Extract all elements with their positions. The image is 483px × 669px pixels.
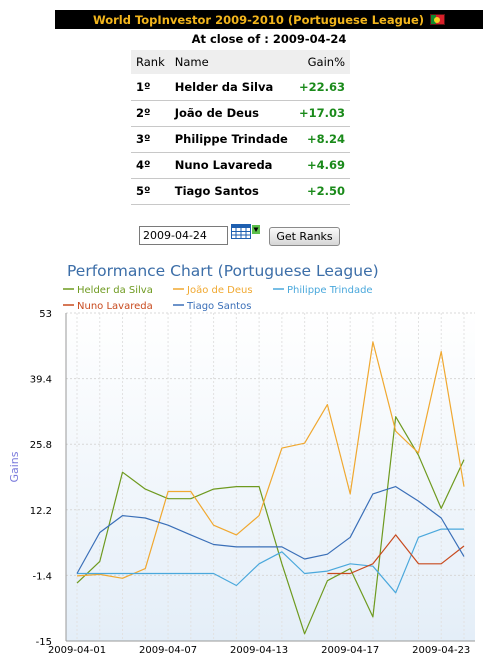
rank-cell: 3º	[131, 126, 170, 153]
get-ranks-button[interactable]: Get Ranks	[269, 227, 340, 246]
rank-cell: 5º	[131, 178, 170, 205]
name-cell: Helder da Silva	[169, 74, 294, 101]
league-header: World TopInvestor 2009-2010 (Portuguese …	[55, 10, 483, 29]
x-tick-label: 2009-04-23	[412, 645, 470, 656]
y-tick-label: -15	[36, 637, 52, 648]
x-tick-label: 2009-04-17	[321, 645, 379, 656]
x-tick-label: 2009-04-13	[230, 645, 288, 656]
name-cell: Philippe Trindade	[169, 126, 294, 153]
y-axis-label: Gains	[8, 451, 21, 482]
league-title: World TopInvestor 2009-2010 (Portuguese …	[92, 12, 425, 27]
plot-area	[66, 313, 475, 641]
close-date-line: At close of : 2009-04-24	[55, 32, 483, 50]
column-header-rank: Rank	[131, 50, 170, 74]
x-tick-label: 2009-04-01	[48, 645, 106, 656]
portugal-flag-icon	[430, 14, 446, 25]
date-input[interactable]	[139, 226, 228, 245]
series-line-jo-o-de-deus	[76, 341, 465, 579]
rank-cell: 4º	[131, 152, 170, 179]
gain-cell: +2.50	[293, 178, 350, 205]
table-row: 1º Helder da Silva +22.63	[131, 74, 350, 101]
performance-chart: Performance Chart (Portuguese League) Hel…	[8, 262, 475, 656]
series-line-philippe-trindade	[77, 528, 464, 594]
y-tick-label: 53	[39, 309, 52, 320]
rank-cell: 1º	[131, 74, 170, 101]
rank-cell: 2º	[131, 100, 170, 127]
gain-cell: +8.24	[293, 126, 350, 153]
name-cell: Nuno Lavareda	[169, 152, 294, 179]
x-tick-label: 2009-04-07	[139, 645, 197, 656]
legend-entry: Philippe Trindade	[287, 285, 373, 296]
y-tick-label: 39.4	[30, 375, 52, 386]
table-row: 4º Nuno Lavareda +4.69	[131, 152, 350, 179]
calendar-icon[interactable]	[231, 224, 261, 240]
chart-title: Performance Chart (Portuguese League)	[67, 262, 379, 280]
column-header-name: Name	[169, 50, 294, 74]
name-cell: Tiago Santos	[169, 178, 294, 205]
legend-entry: Tiago Santos	[186, 301, 251, 312]
legend-entry: João de Deus	[186, 285, 253, 296]
gain-cell: +22.63	[293, 74, 350, 101]
series-line-tiago-santos	[76, 486, 465, 574]
gain-cell: +17.03	[293, 100, 350, 127]
gain-cell: +4.69	[293, 152, 350, 179]
legend-entry: Helder da Silva	[77, 285, 153, 296]
series-line-helder-da-silva	[76, 416, 465, 635]
column-header-gain: Gain%	[293, 50, 350, 74]
close-date: 2009-04-24	[272, 32, 347, 46]
y-tick-label: 25.8	[30, 440, 52, 451]
name-cell: João de Deus	[169, 100, 294, 127]
series-line-nuno-lavareda	[327, 534, 465, 575]
y-tick-label: -1.4	[32, 571, 52, 582]
close-label: At close of :	[191, 32, 269, 46]
legend-entry: Nuno Lavareda	[77, 301, 153, 312]
table-row: 3º Philippe Trindade +8.24	[131, 126, 350, 153]
table-row: 5º Tiago Santos +2.50	[131, 178, 350, 205]
table-row: 2º João de Deus +17.03	[131, 100, 350, 127]
y-tick-label: 12.2	[30, 506, 52, 517]
ranking-table: Rank Name Gain% 1º Helder da Silva +22.6…	[131, 50, 350, 205]
ranking-header-row: Rank Name Gain%	[131, 50, 350, 74]
